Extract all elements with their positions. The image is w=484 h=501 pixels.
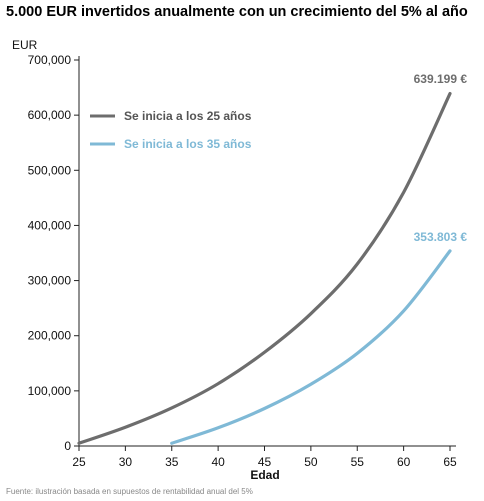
x-tick-label: 25 (72, 455, 86, 469)
x-axis-label: Edad (250, 468, 279, 482)
end-value-label: 639.199 € (414, 72, 468, 86)
chart-title: 5.000 EUR invertidos anualmente con un c… (6, 4, 468, 20)
y-tick-label: 500,000 (28, 163, 72, 177)
legend-label: Se inicia a los 25 años (124, 109, 252, 123)
y-tick-label: 100,000 (28, 384, 72, 398)
series-line-2 (170, 249, 452, 445)
x-tick-label: 45 (258, 455, 272, 469)
y-tick-label: 300,000 (28, 274, 72, 288)
x-tick-label: 35 (165, 455, 179, 469)
x-tick-label: 65 (443, 455, 457, 469)
axes: 0 100,000 200,000 300,000 400,000 500,000 600,… (28, 53, 457, 469)
legend: Se inicia a los 25 años Se inicia a los 3… (90, 109, 252, 151)
end-value-label: 353.803 € (414, 230, 468, 244)
x-tick-label: 55 (351, 455, 365, 469)
y-tick-label: 600,000 (28, 108, 72, 122)
legend-label: Se inicia a los 35 años (124, 137, 252, 151)
footnote: Fuente: ilustración basada en supuestos … (6, 487, 253, 496)
series-line-1 (77, 91, 452, 445)
x-tick-label: 50 (304, 455, 318, 469)
y-tick-label: 700,000 (28, 53, 72, 67)
y-tick-label: 400,000 (28, 218, 72, 232)
series-lines (77, 91, 452, 445)
x-tick-label: 40 (211, 455, 225, 469)
end-labels: 639.199 € 353.803 € (414, 72, 468, 244)
y-axis-label: EUR (12, 38, 38, 52)
x-tick-label: 30 (119, 455, 133, 469)
y-tick-label: 200,000 (28, 329, 72, 343)
y-tick-label: 0 (64, 439, 71, 453)
x-tick-label: 60 (397, 455, 411, 469)
